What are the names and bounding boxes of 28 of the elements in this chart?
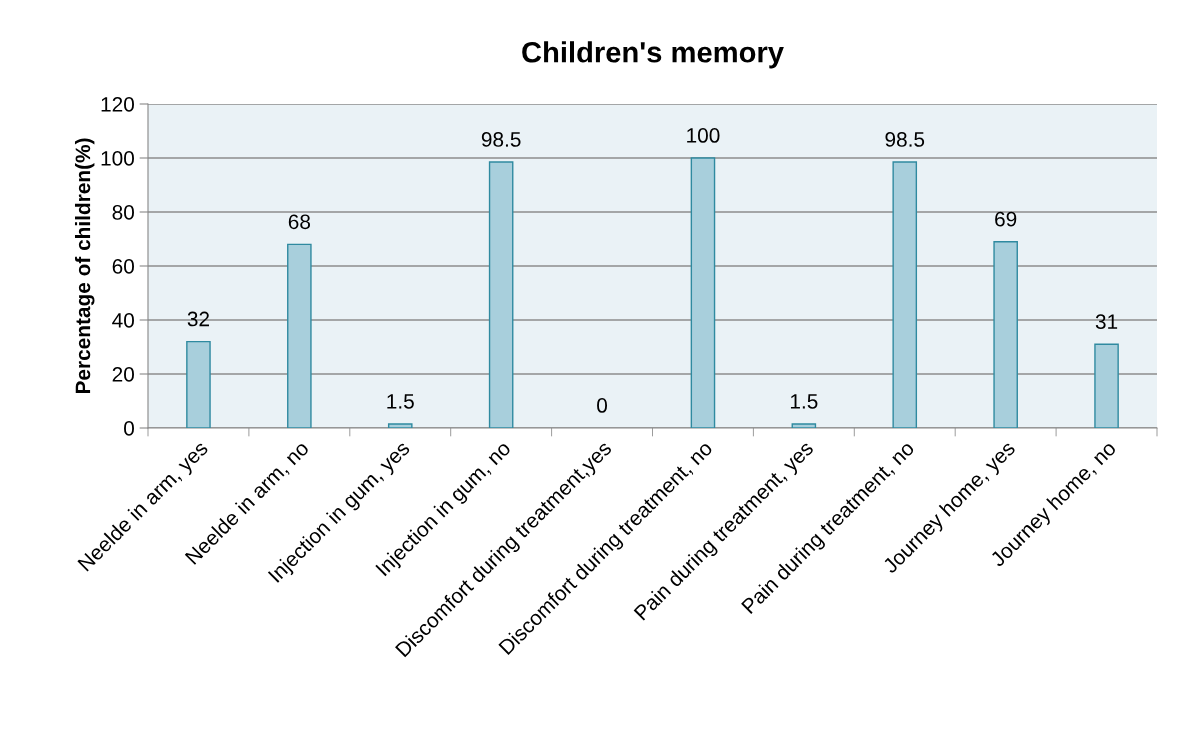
data-label: 1.5 <box>387 394 414 409</box>
bar <box>186 340 211 428</box>
bar <box>287 243 312 428</box>
chart-title: Children's memory <box>522 41 784 69</box>
data-label: 98.5 <box>481 132 521 147</box>
y-axis-title: Percentage of children(%) <box>74 138 95 394</box>
data-label: 31 <box>1095 314 1118 330</box>
bar <box>387 423 413 428</box>
bar <box>488 161 514 428</box>
y-tick-label: 100 <box>101 151 134 166</box>
data-label: 98.5 <box>885 132 925 147</box>
data-label: 100 <box>687 128 720 143</box>
bar <box>791 423 817 428</box>
bar <box>1094 343 1119 428</box>
data-label: 32 <box>187 311 209 327</box>
bar <box>993 241 1018 428</box>
y-tick-label: 120 <box>101 97 134 112</box>
data-label: 1.5 <box>790 394 818 409</box>
y-tick-label: 20 <box>112 367 134 382</box>
data-label: 0 <box>597 398 608 413</box>
data-label: 68 <box>288 214 311 230</box>
y-tick-label: 80 <box>112 205 134 220</box>
y-tick-label: 60 <box>112 259 134 274</box>
bar <box>690 157 716 428</box>
data-label: 69 <box>995 211 1017 227</box>
y-tick-label: 40 <box>112 313 134 328</box>
bar <box>892 161 918 428</box>
y-tick-label: 0 <box>124 421 134 436</box>
